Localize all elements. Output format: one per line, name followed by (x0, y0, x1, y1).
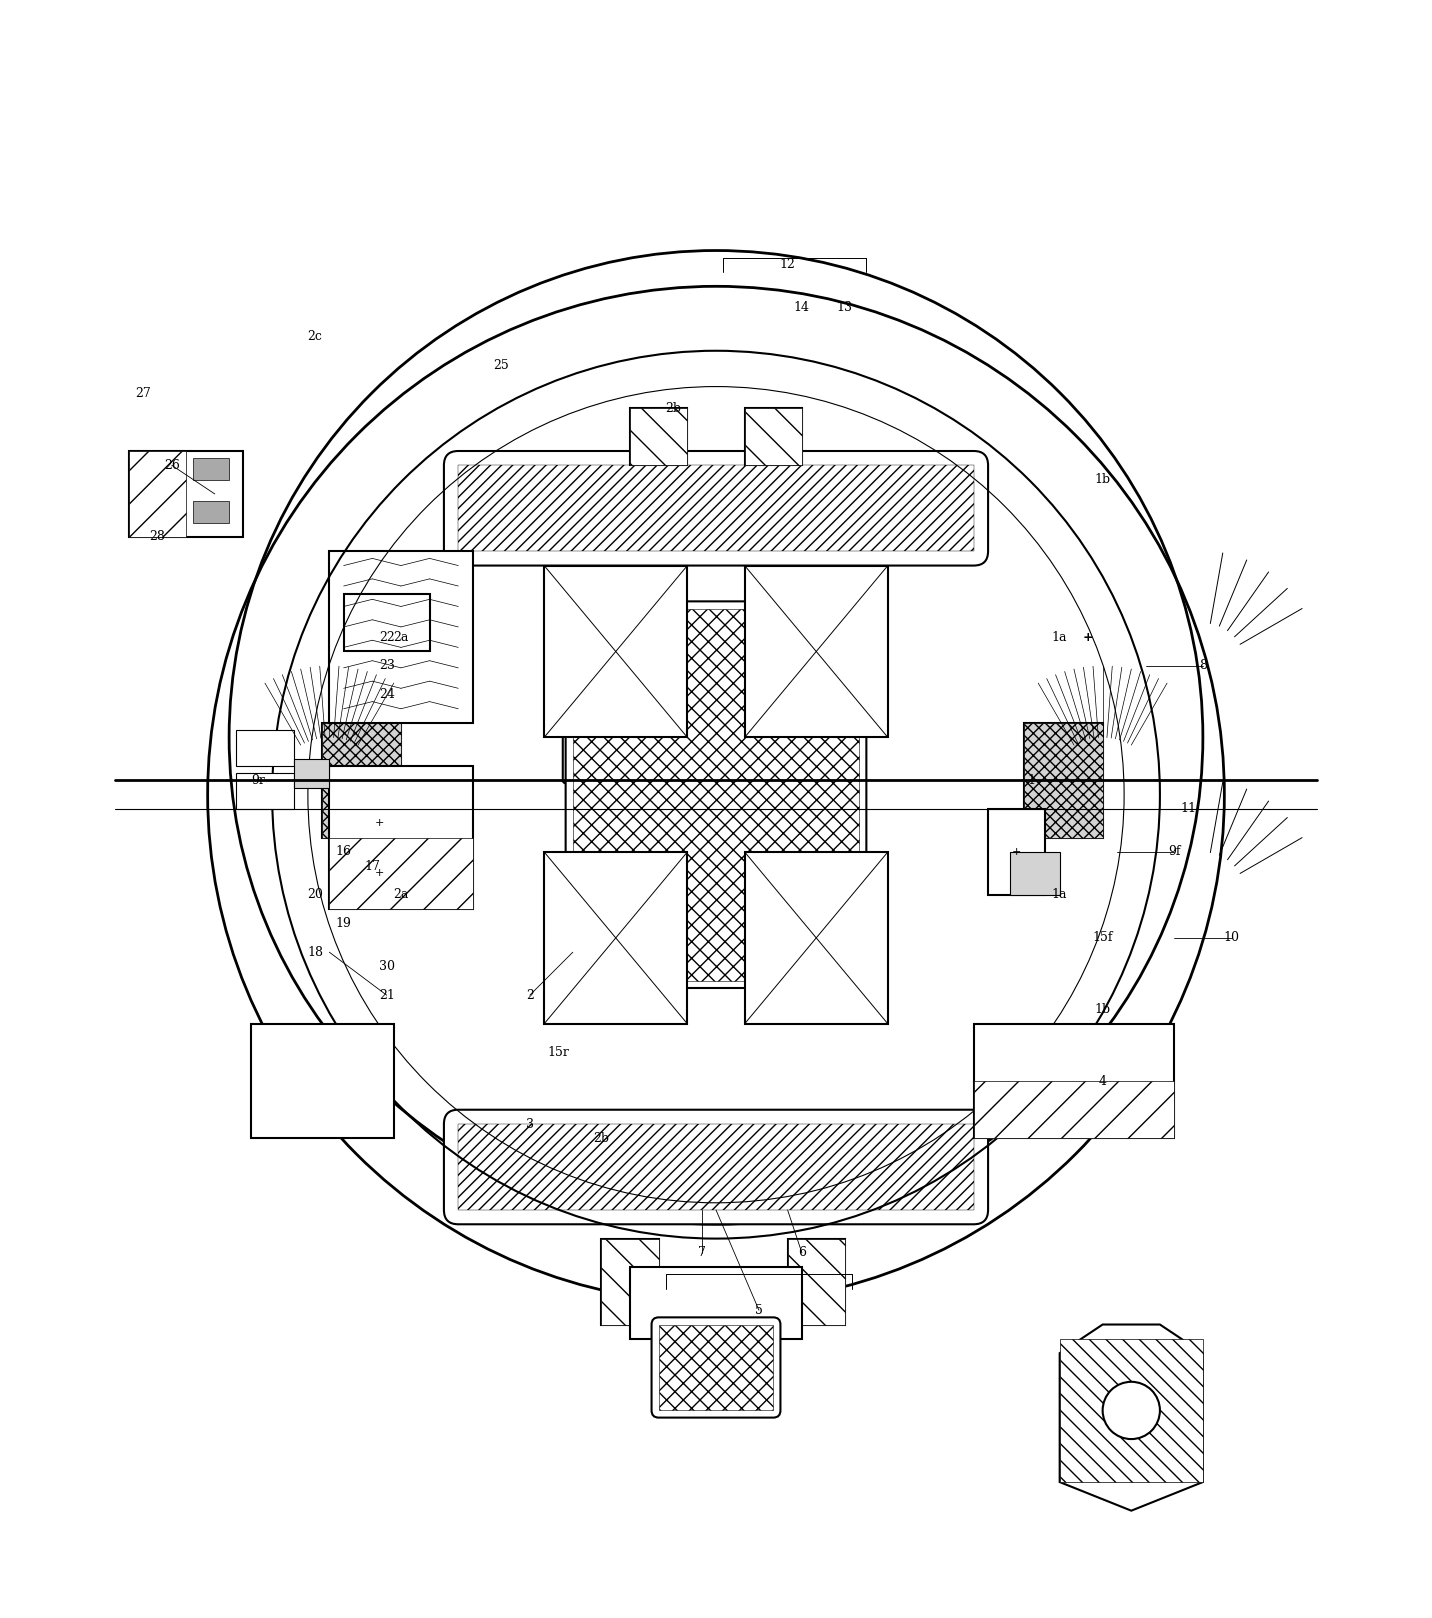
Bar (737, 608, 859, 780)
Text: 2b: 2b (664, 401, 682, 414)
Bar (630, 1267, 802, 1338)
Text: 8: 8 (1199, 659, 1207, 673)
Text: 16: 16 (335, 846, 352, 859)
Bar (193, 502, 229, 523)
FancyBboxPatch shape (563, 605, 690, 783)
Bar (322, 723, 401, 838)
Bar (129, 451, 243, 537)
Bar (329, 838, 473, 909)
Text: 2: 2 (526, 989, 534, 1002)
Bar (566, 608, 687, 780)
Bar (1024, 723, 1103, 838)
Text: 25: 25 (494, 359, 508, 372)
Text: 22: 22 (379, 631, 394, 644)
FancyBboxPatch shape (566, 602, 866, 989)
Text: 15r: 15r (547, 1045, 570, 1058)
Bar (737, 809, 859, 981)
Bar (988, 809, 1045, 895)
Text: +: + (1083, 631, 1094, 644)
Bar (601, 1239, 659, 1325)
Text: 6: 6 (798, 1246, 806, 1259)
Bar (1010, 853, 1060, 895)
Bar (1060, 1338, 1203, 1482)
Bar (129, 451, 186, 537)
Text: 23: 23 (378, 659, 395, 673)
Bar (344, 594, 430, 652)
Text: 4: 4 (1098, 1074, 1107, 1087)
Text: 1a: 1a (1053, 888, 1067, 901)
FancyBboxPatch shape (652, 1317, 780, 1417)
Bar (1024, 723, 1103, 838)
Bar (294, 759, 329, 788)
Text: 7: 7 (697, 1246, 706, 1259)
Text: 14: 14 (793, 301, 811, 314)
Text: 26: 26 (163, 460, 180, 472)
Bar (236, 730, 294, 765)
Text: 9r: 9r (251, 773, 265, 786)
Polygon shape (1060, 1325, 1203, 1511)
Text: 11: 11 (1180, 803, 1197, 815)
Bar (573, 608, 859, 981)
Bar (788, 1239, 845, 1325)
Text: 21: 21 (378, 989, 395, 1002)
Bar (788, 1239, 845, 1325)
Text: 18: 18 (306, 945, 324, 959)
Text: +: + (375, 869, 384, 879)
Bar (659, 1325, 773, 1411)
Text: 2a: 2a (394, 631, 408, 644)
Text: 3: 3 (526, 1118, 534, 1131)
Text: 28: 28 (149, 531, 166, 544)
Bar (745, 408, 802, 466)
Bar (236, 773, 294, 809)
Text: 1b: 1b (1094, 1003, 1111, 1016)
Bar (322, 723, 401, 838)
Text: 15f: 15f (1093, 932, 1113, 945)
Bar (329, 765, 473, 909)
Text: 30: 30 (378, 959, 395, 972)
Text: 19: 19 (335, 917, 352, 930)
Text: 24: 24 (378, 688, 395, 701)
Text: 5: 5 (755, 1304, 763, 1317)
Bar (630, 408, 687, 466)
Text: 13: 13 (836, 301, 853, 314)
Text: +: + (1012, 846, 1021, 858)
Bar (544, 853, 687, 1024)
Bar (630, 408, 687, 466)
Text: 2a: 2a (394, 888, 408, 901)
FancyBboxPatch shape (735, 605, 862, 783)
FancyBboxPatch shape (444, 451, 988, 566)
FancyBboxPatch shape (251, 1024, 394, 1139)
Text: +: + (375, 819, 384, 828)
Text: 1: 1 (1027, 773, 1035, 786)
Bar (458, 466, 974, 552)
Bar (974, 1081, 1174, 1139)
Bar (566, 809, 687, 981)
FancyBboxPatch shape (974, 1024, 1174, 1139)
Text: 27: 27 (136, 387, 150, 400)
Text: 1a: 1a (1053, 631, 1067, 644)
Text: 12: 12 (779, 259, 796, 272)
FancyBboxPatch shape (444, 1110, 988, 1225)
Text: 10: 10 (1223, 932, 1240, 945)
Bar (458, 1125, 974, 1210)
Text: 1b: 1b (1094, 472, 1111, 485)
Text: 20: 20 (306, 888, 324, 901)
Bar (601, 1239, 659, 1325)
Ellipse shape (1103, 1382, 1160, 1438)
Text: 2b: 2b (593, 1133, 610, 1146)
Bar (745, 853, 888, 1024)
Bar (193, 458, 229, 479)
Text: 17: 17 (364, 859, 381, 872)
Text: 2c: 2c (308, 330, 322, 343)
Bar (544, 566, 687, 738)
Bar (745, 408, 802, 466)
Bar (329, 552, 473, 723)
Text: 9f: 9f (1169, 846, 1180, 859)
Bar (745, 566, 888, 738)
